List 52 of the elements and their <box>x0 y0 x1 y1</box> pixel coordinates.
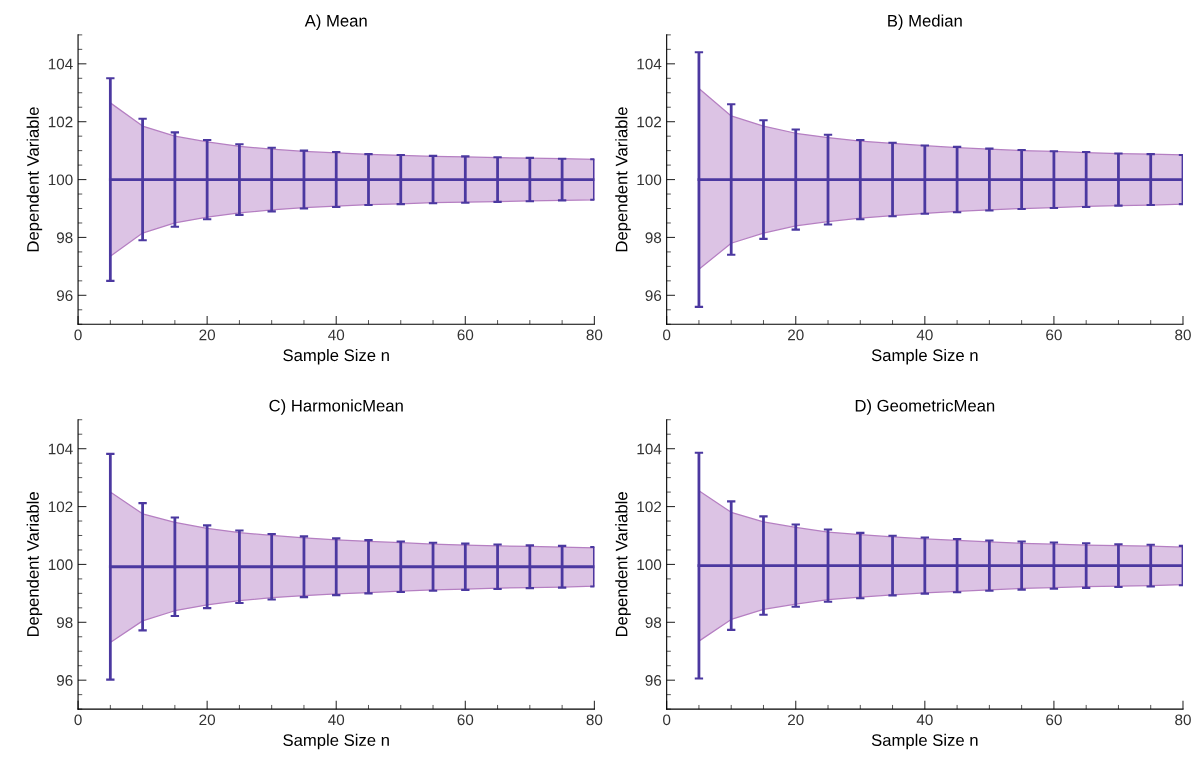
y-tick-label: 96 <box>56 675 73 686</box>
y-tick-label: 100 <box>48 174 73 186</box>
x-tick-label: 0 <box>74 329 82 341</box>
chart-title: A) Mean <box>304 14 367 30</box>
x-tick-label: 0 <box>663 329 671 341</box>
y-tick-label: 104 <box>48 443 73 455</box>
x-tick-label: 80 <box>586 714 603 726</box>
x-tick-label: 60 <box>1046 329 1062 341</box>
x-tick-label: 20 <box>788 714 804 726</box>
y-tick-label: 98 <box>56 617 73 628</box>
x-tick-label: 60 <box>457 714 474 726</box>
x-axis-title: Sample Size n <box>871 733 978 750</box>
x-tick-label: 40 <box>916 714 933 726</box>
chart-title: D) GeometricMean <box>855 399 995 415</box>
y-tick-label: 96 <box>56 290 73 301</box>
x-axis-title: Sample Size n <box>871 348 978 365</box>
y-tick-label: 102 <box>48 501 73 513</box>
x-tick-label: 80 <box>1175 329 1191 341</box>
y-tick-label: 104 <box>637 443 662 455</box>
y-tick-label: 100 <box>637 174 662 186</box>
y-tick-label: 104 <box>48 58 73 70</box>
x-tick-label: 80 <box>586 329 603 341</box>
x-tick-label: 40 <box>328 714 345 726</box>
y-tick-label: 102 <box>637 116 662 128</box>
y-tick-label: 102 <box>637 501 662 513</box>
x-tick-label: 40 <box>916 329 933 341</box>
x-tick-label: 60 <box>1046 714 1062 726</box>
y-tick-label: 98 <box>645 232 662 244</box>
y-tick-label: 96 <box>645 675 662 686</box>
y-tick-label: 98 <box>645 617 662 628</box>
y-axis-title: Dependent Variable <box>26 107 43 252</box>
x-tick-label: 0 <box>663 714 671 726</box>
x-tick-label: 20 <box>788 329 804 341</box>
chart-title: C) HarmonicMean <box>269 399 403 415</box>
y-axis-title: Dependent Variable <box>615 492 631 637</box>
x-axis-title: Sample Size n <box>283 733 389 750</box>
y-axis-title: Dependent Variable <box>615 107 631 252</box>
y-axis-title: Dependent Variable <box>26 492 43 637</box>
y-tick-label: 104 <box>637 58 662 70</box>
y-tick-label: 102 <box>48 116 73 128</box>
x-tick-label: 0 <box>74 714 82 726</box>
y-tick-label: 98 <box>56 232 73 244</box>
y-tick-label: 96 <box>645 290 662 301</box>
x-tick-label: 20 <box>199 714 216 726</box>
x-tick-label: 20 <box>199 329 216 341</box>
chart-title: B) Median <box>888 14 962 30</box>
x-axis-title: Sample Size n <box>283 348 389 365</box>
x-tick-label: 80 <box>1175 714 1191 726</box>
x-tick-label: 60 <box>457 329 474 341</box>
x-tick-label: 40 <box>328 329 345 341</box>
y-tick-label: 100 <box>48 559 73 571</box>
y-tick-label: 100 <box>637 559 662 571</box>
